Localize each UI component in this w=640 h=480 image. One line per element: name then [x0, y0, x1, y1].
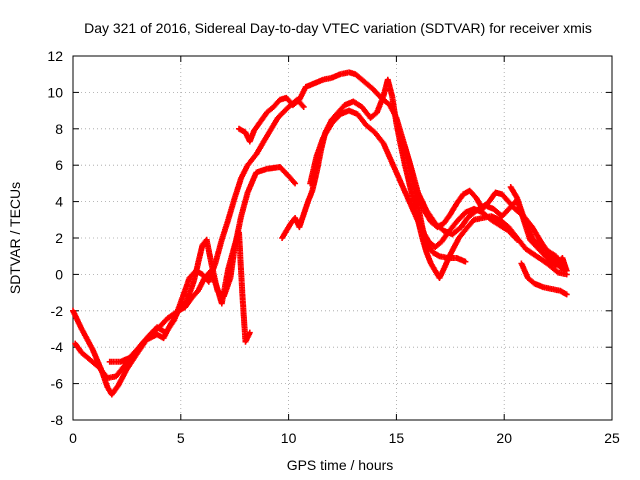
- y-tick-label: -6: [51, 376, 64, 392]
- x-tick-label: 0: [69, 430, 77, 446]
- plus-markers: [106, 96, 307, 365]
- x-axis-label: GPS time / hours: [287, 457, 394, 473]
- y-tick-label: 0: [55, 266, 63, 282]
- y-tick-label: 10: [47, 84, 63, 100]
- plus-markers: [507, 184, 566, 269]
- y-tick-label: -4: [51, 339, 64, 355]
- y-tick-label: -2: [51, 303, 64, 319]
- y-tick-label: 6: [55, 157, 63, 173]
- series-track-10: [518, 260, 570, 298]
- data-series: [70, 69, 570, 398]
- x-tick-label: 15: [389, 430, 405, 446]
- series-track-3: [106, 96, 307, 365]
- y-tick-label: 12: [47, 48, 63, 64]
- y-tick-label: -8: [51, 412, 64, 428]
- x-tick-label: 10: [281, 430, 297, 446]
- y-tick-labels: -8 -6 -4 -2 0 2 4 6 8 10 12: [47, 48, 63, 428]
- plus-markers: [70, 229, 253, 398]
- x-tick-label: 20: [496, 430, 512, 446]
- series-track-2: [72, 164, 299, 382]
- x-tick-label: 25: [604, 430, 620, 446]
- tick-marks: [72, 55, 613, 421]
- plus-markers: [279, 76, 570, 281]
- x-tick-label: 5: [177, 430, 185, 446]
- plus-markers: [518, 260, 570, 298]
- series-track-5: [279, 76, 570, 281]
- plus-markers: [307, 107, 521, 251]
- chart-title: Day 321 of 2016, Sidereal Day-to-day VTE…: [84, 20, 592, 36]
- series-track-1: [70, 229, 253, 398]
- y-axis-label: SDTVAR / TECUs: [7, 182, 23, 294]
- y-tick-label: 2: [55, 230, 63, 246]
- series-track-9: [507, 184, 566, 269]
- plus-markers: [72, 164, 299, 382]
- x-tick-labels: 0 5 10 15 20 25: [69, 430, 620, 446]
- y-tick-label: 8: [55, 121, 63, 137]
- y-tick-label: 4: [55, 194, 63, 210]
- series-track-6: [307, 107, 521, 251]
